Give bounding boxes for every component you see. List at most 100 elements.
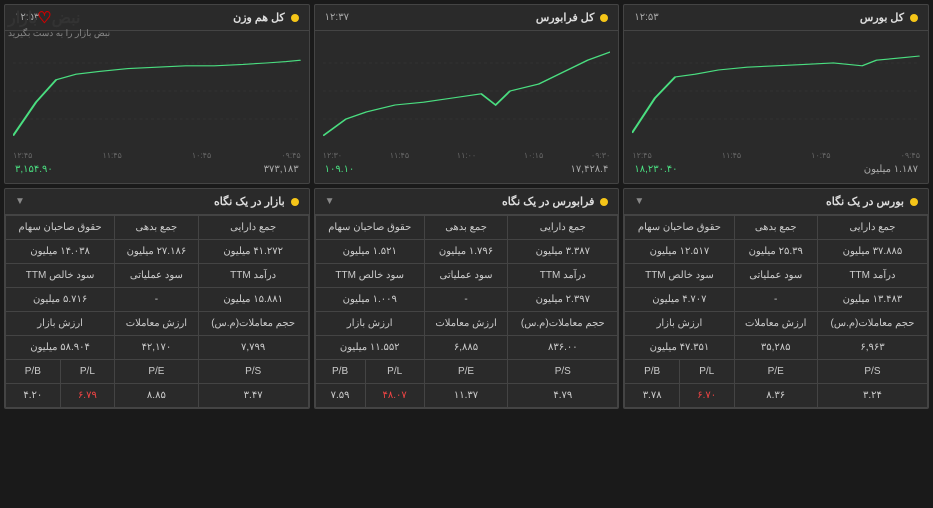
table-cell: ۶,۸۸۵ bbox=[424, 336, 507, 360]
table-cell: ۳.۳۸۷ میلیون bbox=[508, 240, 618, 264]
status-dot-icon bbox=[910, 198, 918, 206]
table-cell: P/S bbox=[508, 360, 618, 384]
table-cell: حجم معاملات(م.س) bbox=[198, 312, 308, 336]
table-cell: ۸۳۶.۰۰ bbox=[508, 336, 618, 360]
table-cell: ۴.۷۰۷ میلیون bbox=[625, 288, 734, 312]
data-table: جمع داراییجمع بدهیحقوق صاحبان سهام۳۷.۸۸۵… bbox=[624, 215, 928, 408]
table-row: ۳.۴۷۸.۸۵۶.۷۹۴.۲۰ bbox=[6, 384, 309, 408]
chart-footer-val1: ۱۸,۲۳۰.۴۰ bbox=[634, 164, 677, 175]
table-cell: ۷,۷۹۹ bbox=[198, 336, 308, 360]
table-title: بورس در یک نگاه bbox=[826, 195, 904, 208]
table-cell: ۲۷.۱۸۶ میلیون bbox=[115, 240, 198, 264]
table-cell: ۶.۷۹ bbox=[60, 384, 115, 408]
table-title: بازار در یک نگاه bbox=[214, 195, 285, 208]
table-cell: ارزش بازار bbox=[315, 312, 424, 336]
data-table: جمع داراییجمع بدهیحقوق صاحبان سهام۳.۳۸۷ … bbox=[315, 215, 619, 408]
chart-xaxis: ۰۹:۴۵۱۰:۴۵۱۱:۴۵۱۲:۴۵ bbox=[624, 151, 928, 160]
table-cell: حقوق صاحبان سهام bbox=[625, 216, 734, 240]
table-cell: حجم معاملات(م.س) bbox=[817, 312, 927, 336]
chart-time: ۱۲:۳۷ bbox=[325, 12, 349, 23]
table-cell: ۱۳.۴۸۳ میلیون bbox=[817, 288, 927, 312]
table-cell: ۴۱.۲۷۲ میلیون bbox=[198, 240, 308, 264]
chart-footer-val2: ۱.۱۸۷ میلیون bbox=[864, 164, 918, 175]
table-row: ۳۷.۸۸۵ میلیون۲۵.۳۹ میلیون۱۲.۵۱۷ میلیون bbox=[625, 240, 928, 264]
table-cell: سود عملیاتی bbox=[734, 264, 817, 288]
table-cell: درآمد TTM bbox=[817, 264, 927, 288]
data-table: جمع داراییجمع بدهیحقوق صاحبان سهام۴۱.۲۷۲… bbox=[5, 215, 309, 408]
table-row: P/SP/EP/LP/B bbox=[315, 360, 618, 384]
table-panel-2: بازار در یک نگاه ▼ جمع داراییجمع بدهیحقو… bbox=[4, 188, 310, 409]
table-cell: P/B bbox=[315, 360, 365, 384]
chart-area[interactable] bbox=[624, 31, 928, 151]
chart-footer-val1: ۱۰۹.۱۰ bbox=[325, 164, 355, 175]
table-cell: ۱.۰۰۹ میلیون bbox=[315, 288, 424, 312]
table-row: ۲.۳۹۷ میلیون-۱.۰۰۹ میلیون bbox=[315, 288, 618, 312]
table-cell: ۵۸.۹۰۴ میلیون bbox=[6, 336, 115, 360]
table-cell: ۴.۷۹ bbox=[508, 384, 618, 408]
chart-footer: ۱۷,۴۲۸.۴ ۱۰۹.۱۰ bbox=[315, 160, 619, 183]
chart-xaxis: ۰۹:۳۰۱۰:۱۵۱۱:۰۰۱۱:۴۵۱۲:۳۰ bbox=[315, 151, 619, 160]
table-cell: ۳.۷۸ bbox=[625, 384, 680, 408]
table-cell: ۵.۷۱۶ میلیون bbox=[6, 288, 115, 312]
table-cell: ۱.۵۲۱ میلیون bbox=[315, 240, 424, 264]
status-dot-icon bbox=[910, 14, 918, 22]
table-cell: سود خالص TTM bbox=[315, 264, 424, 288]
table-cell: ۱۴.۰۳۸ میلیون bbox=[6, 240, 115, 264]
chart-title: کل هم وزن bbox=[233, 11, 285, 24]
status-dot-icon bbox=[600, 14, 608, 22]
table-cell: P/S bbox=[817, 360, 927, 384]
table-row: ۷,۷۹۹۴۲,۱۷۰۵۸.۹۰۴ میلیون bbox=[6, 336, 309, 360]
table-row: درآمد TTMسود عملیاتیسود خالص TTM bbox=[315, 264, 618, 288]
table-cell: جمع دارایی bbox=[817, 216, 927, 240]
chart-footer: ۳۷۳,۱۸۳ ۳,۱۵۴.۹۰ bbox=[5, 160, 309, 183]
table-row: جمع داراییجمع بدهیحقوق صاحبان سهام bbox=[6, 216, 309, 240]
chart-footer-val2: ۱۷,۴۲۸.۴ bbox=[571, 164, 609, 175]
table-header[interactable]: بازار در یک نگاه ▼ bbox=[5, 189, 309, 215]
table-cell: P/B bbox=[625, 360, 680, 384]
table-header[interactable]: بورس در یک نگاه ▼ bbox=[624, 189, 928, 215]
table-cell: ارزش معاملات bbox=[424, 312, 507, 336]
collapse-icon[interactable]: ▼ bbox=[15, 196, 25, 207]
table-cell: P/B bbox=[6, 360, 61, 384]
table-cell: سود خالص TTM bbox=[625, 264, 734, 288]
table-row: P/SP/EP/LP/B bbox=[6, 360, 309, 384]
chart-area[interactable] bbox=[5, 31, 309, 151]
table-cell: - bbox=[734, 288, 817, 312]
table-header[interactable]: فرابورس در یک نگاه ▼ bbox=[315, 189, 619, 215]
chart-panel-0: کل بورس ۱۲:۵۳ ۰۹:۴۵۱۰:۴۵۱۱:۴۵۱۲:۴۵ ۱.۱۸۷… bbox=[623, 4, 929, 184]
table-cell: درآمد TTM bbox=[508, 264, 618, 288]
table-cell: ۷.۵۹ bbox=[315, 384, 365, 408]
table-row: حجم معاملات(م.س)ارزش معاملاتارزش بازار bbox=[315, 312, 618, 336]
chart-header: کل فرابورس ۱۲:۳۷ bbox=[315, 5, 619, 31]
chart-area[interactable] bbox=[315, 31, 619, 151]
table-cell: ارزش بازار bbox=[625, 312, 734, 336]
table-cell: - bbox=[115, 288, 198, 312]
table-cell: ۶.۷۰ bbox=[679, 384, 734, 408]
status-dot-icon bbox=[291, 14, 299, 22]
table-cell: سود خالص TTM bbox=[6, 264, 115, 288]
table-cell: ۴۲,۱۷۰ bbox=[115, 336, 198, 360]
table-row: ۴۱.۲۷۲ میلیون۲۷.۱۸۶ میلیون۱۴.۰۳۸ میلیون bbox=[6, 240, 309, 264]
chart-footer-val1: ۳,۱۵۴.۹۰ bbox=[15, 164, 53, 175]
table-cell: ۱۲.۵۱۷ میلیون bbox=[625, 240, 734, 264]
table-cell: ۳۵,۲۸۵ bbox=[734, 336, 817, 360]
table-cell: حقوق صاحبان سهام bbox=[315, 216, 424, 240]
table-row: ۳.۳۸۷ میلیون۱.۷۹۶ میلیون۱.۵۲۱ میلیون bbox=[315, 240, 618, 264]
table-row: ۸۳۶.۰۰۶,۸۸۵۱۱.۵۵۲ میلیون bbox=[315, 336, 618, 360]
table-cell: ۴۷.۳۵۱ میلیون bbox=[625, 336, 734, 360]
table-cell: ۳۷.۸۸۵ میلیون bbox=[817, 240, 927, 264]
collapse-icon[interactable]: ▼ bbox=[325, 196, 335, 207]
table-panel-0: بورس در یک نگاه ▼ جمع داراییجمع بدهیحقوق… bbox=[623, 188, 929, 409]
table-row: P/SP/EP/LP/B bbox=[625, 360, 928, 384]
table-cell: ۶,۹۶۳ bbox=[817, 336, 927, 360]
table-cell: جمع دارایی bbox=[198, 216, 308, 240]
table-cell: ۱.۷۹۶ میلیون bbox=[424, 240, 507, 264]
status-dot-icon bbox=[600, 198, 608, 206]
chart-xaxis: ۰۹:۴۵۱۰:۴۵۱۱:۴۵۱۲:۴۵ bbox=[5, 151, 309, 160]
table-cell: حجم معاملات(م.س) bbox=[508, 312, 618, 336]
table-cell: P/L bbox=[60, 360, 115, 384]
table-cell: P/S bbox=[198, 360, 308, 384]
collapse-icon[interactable]: ▼ bbox=[634, 196, 644, 207]
table-row: ۴.۷۹۱۱.۳۷۴۸.۰۷۷.۵۹ bbox=[315, 384, 618, 408]
table-title: فرابورس در یک نگاه bbox=[502, 195, 594, 208]
